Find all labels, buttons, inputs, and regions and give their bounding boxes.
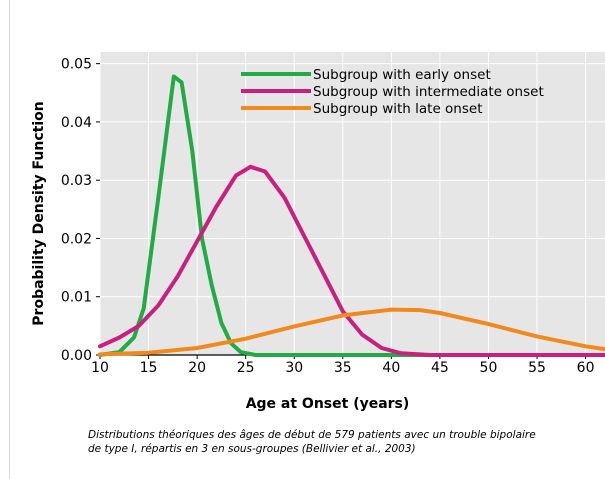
series-lines	[98, 74, 605, 357]
legend-label-1: Subgroup with early onset	[313, 67, 491, 83]
series-line-3	[98, 307, 605, 357]
x-tick-label: 60	[577, 360, 595, 376]
series-line-1	[98, 74, 605, 357]
legend-label-3: Subgroup with late onset	[313, 101, 483, 117]
legend-label-2: Subgroup with intermediate onset	[313, 84, 544, 100]
x-tick-label: 30	[285, 360, 303, 376]
caption-line-1: Distributions théoriques des âges de déb…	[88, 429, 536, 441]
y-tick-label: 0.00	[61, 348, 92, 364]
x-tick-label: 10	[91, 360, 109, 376]
grid-lines	[99, 52, 605, 356]
x-tick-label: 20	[188, 360, 206, 376]
y-tick-label: 0.02	[61, 231, 92, 247]
x-tick-label: 35	[334, 360, 352, 376]
y-tick-label: 0.04	[61, 115, 92, 131]
left-divider	[9, 0, 10, 479]
x-axis-label: Age at Onset (years)	[246, 396, 410, 412]
y-tick-labels: 0.00 0.01 0.02 0.03 0.04 0.05	[61, 57, 92, 364]
x-tick-labels: 10 15 20 25 30 35 40 45 50 55 60	[91, 360, 594, 376]
y-tick-label: 0.05	[61, 57, 92, 73]
y-tick-label: 0.01	[61, 290, 92, 306]
figure-caption: Distributions théoriques des âges de déb…	[88, 428, 593, 456]
x-tick-label: 15	[140, 360, 158, 376]
x-tick-label: 55	[528, 360, 546, 376]
x-tick-label: 45	[431, 360, 449, 376]
x-tick-label: 25	[237, 360, 255, 376]
series-line-2	[98, 164, 605, 357]
line-chart: 10 15 20 25 30 35 40 45 50 55 60 0.000.010.020.030…	[31, 52, 605, 412]
x-tick-label: 50	[480, 360, 498, 376]
caption-line-2: de type I, répartis en 3 en sous-groupes…	[88, 443, 416, 455]
y-axis-label: Probability Density Function	[31, 101, 47, 325]
x-tick-label: 40	[382, 360, 400, 376]
y-tick-label: 0.03	[61, 173, 92, 189]
